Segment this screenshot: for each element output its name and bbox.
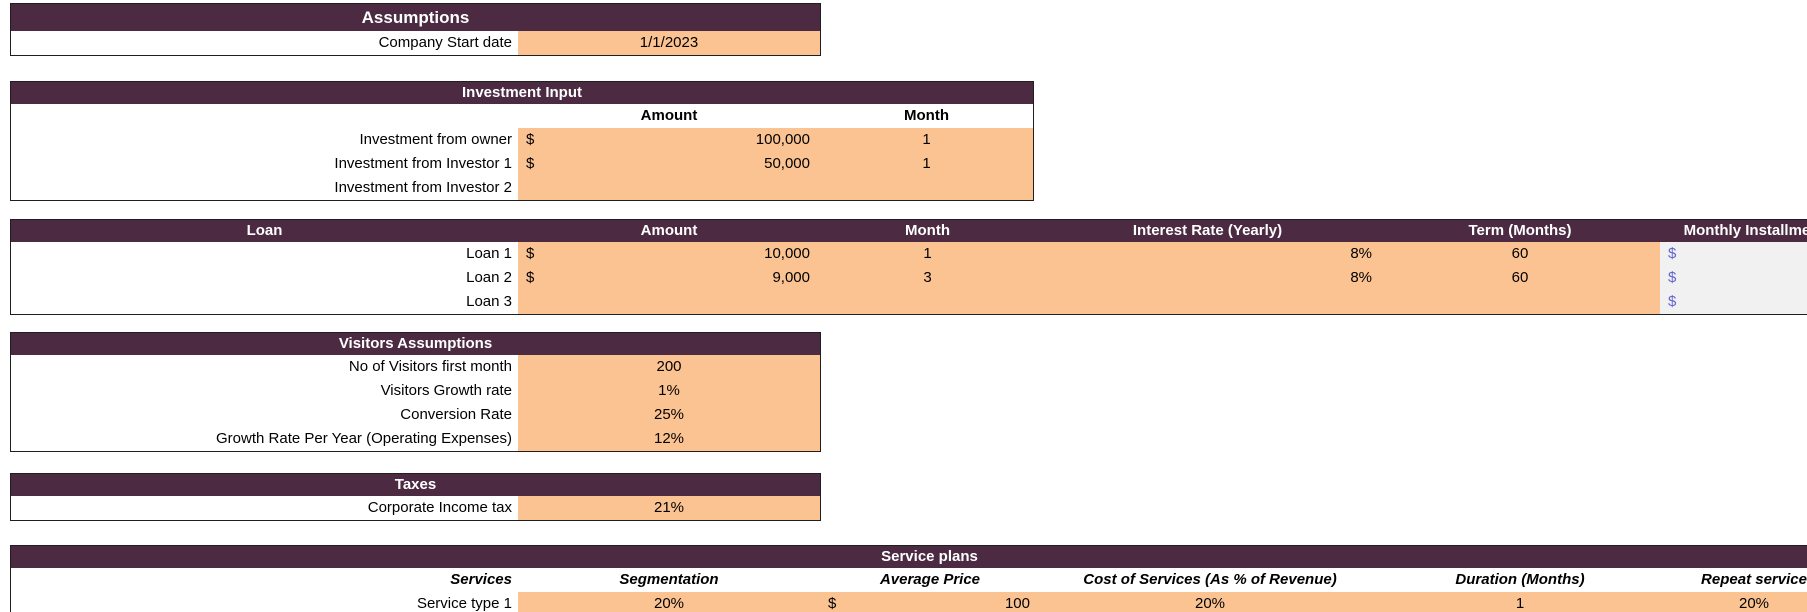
investment-input-table: Investment Input Amount Month Investment…: [10, 81, 1034, 201]
service-plans-title: Service plans: [881, 548, 978, 565]
loan3-label: Loan 3: [466, 293, 512, 310]
visitors-title-bar: Visitors Assumptions: [11, 333, 820, 355]
conversion-rate-label: Conversion Rate: [400, 406, 512, 423]
investment-owner-label: Investment from owner: [359, 131, 512, 148]
loan3-amount-cell[interactable]: [518, 290, 820, 314]
conversion-rate-cell[interactable]: 25%: [518, 403, 820, 427]
corporate-tax-cell[interactable]: 21%: [518, 496, 820, 520]
visitors-first-month-cell[interactable]: 200: [518, 355, 820, 379]
loan3-month-cell[interactable]: [820, 290, 1035, 314]
table-row: Investment from Investor 1 $50,000 1: [11, 152, 1033, 176]
loan3-interest-cell[interactable]: [1035, 290, 1380, 314]
table-row: Loan 1 $10,000 1 8% 60 $: [11, 242, 1807, 266]
loan2-amount-cell[interactable]: $9,000: [518, 266, 820, 290]
loan1-term-cell[interactable]: 60: [1380, 242, 1660, 266]
visitors-assumptions-table: Visitors Assumptions No of Visitors firs…: [10, 332, 821, 452]
loan1-installment-cell[interactable]: $: [1660, 242, 1807, 266]
loan1-interest-cell[interactable]: 8%: [1035, 242, 1380, 266]
services-header: Services: [450, 571, 512, 588]
taxes-table: Taxes Corporate Income tax 21%: [10, 473, 821, 521]
company-start-date-cell[interactable]: 1/1/2023: [518, 31, 820, 55]
investment-investor1-month-cell[interactable]: 1: [820, 152, 1033, 176]
loan2-month-cell[interactable]: 3: [820, 266, 1035, 290]
investment-owner-amount-cell[interactable]: $100,000: [518, 128, 820, 152]
table-row: Loan 2 $9,000 3 8% 60 $: [11, 266, 1807, 290]
loan2-label: Loan 2: [466, 269, 512, 286]
duration-header: Duration (Months): [1455, 571, 1585, 588]
loan-table: Loan Amount Month Interest Rate (Yearly)…: [10, 219, 1807, 315]
service-type1-duration-cell[interactable]: 1: [1380, 592, 1660, 612]
loan3-term-cell[interactable]: [1380, 290, 1660, 314]
assumptions-title-bar: Assumptions: [11, 4, 820, 31]
loan3-installment-cell[interactable]: $: [1660, 290, 1807, 314]
loan1-amount-cell[interactable]: $10,000: [518, 242, 820, 266]
investment-investor2-month-cell[interactable]: [820, 176, 1033, 200]
currency-symbol: $: [526, 131, 535, 148]
visitors-first-month-label: No of Visitors first month: [348, 358, 512, 375]
table-row: Loan 3 $: [11, 290, 1807, 314]
company-start-date-label: Company Start date: [378, 34, 512, 51]
corporate-tax-label: Corporate Income tax: [367, 499, 512, 516]
loan-col-header: Loan: [246, 222, 283, 239]
growth-rate-opex-label: Growth Rate Per Year (Operating Expenses…: [216, 430, 512, 447]
loan-amount-header: Amount: [640, 222, 698, 239]
currency-symbol: $: [526, 155, 535, 172]
table-row: Company Start date 1/1/2023: [11, 31, 820, 55]
investment-month-header: Month: [904, 107, 949, 124]
investment-amount-header: Amount: [640, 107, 698, 124]
assumptions-table: Assumptions Company Start date 1/1/2023: [10, 3, 821, 56]
visitors-growth-cell[interactable]: 1%: [518, 379, 820, 403]
taxes-title: Taxes: [394, 476, 437, 493]
growth-rate-opex-cell[interactable]: 12%: [518, 427, 820, 451]
investment-header-row: Amount Month: [11, 104, 1033, 128]
visitors-growth-label: Visitors Growth rate: [380, 382, 512, 399]
loan-header-bar: Loan Amount Month Interest Rate (Yearly)…: [11, 220, 1807, 242]
service-type1-repeat-cell[interactable]: 20%: [1660, 592, 1807, 612]
loan2-term-cell[interactable]: 60: [1380, 266, 1660, 290]
investment-investor2-amount-cell[interactable]: [518, 176, 820, 200]
segmentation-header: Segmentation: [619, 571, 719, 588]
investment-investor1-amount-cell[interactable]: $50,000: [518, 152, 820, 176]
table-row: Growth Rate Per Year (Operating Expenses…: [11, 427, 820, 451]
amount-value: 100,000: [755, 131, 810, 148]
cost-of-services-header: Cost of Services (As % of Revenue): [1083, 571, 1337, 588]
taxes-title-bar: Taxes: [11, 474, 820, 496]
table-row: Investment from owner $100,000 1: [11, 128, 1033, 152]
average-price-header: Average Price: [879, 571, 981, 588]
investment-investor1-label: Investment from Investor 1: [334, 155, 512, 172]
investment-investor2-label: Investment from Investor 2: [334, 179, 512, 196]
loan2-installment-cell[interactable]: $: [1660, 266, 1807, 290]
table-row: Service type 1 20% $100 20% 1 20%: [11, 592, 1807, 612]
loan-installment-header: Monthly Installment: [1683, 222, 1807, 239]
investment-input-title-bar: Investment Input: [11, 82, 1033, 104]
service-type1-label: Service type 1: [416, 595, 512, 612]
investment-owner-month-cell[interactable]: 1: [820, 128, 1033, 152]
investment-input-title: Investment Input: [461, 84, 582, 101]
service-plans-table: Service plans Services Segmentation Aver…: [10, 545, 1807, 612]
service-plans-title-bar: Service plans: [11, 546, 1807, 568]
loan1-label: Loan 1: [466, 245, 512, 262]
loan2-interest-cell[interactable]: 8%: [1035, 266, 1380, 290]
visitors-title: Visitors Assumptions: [338, 335, 493, 352]
table-row: Investment from Investor 2: [11, 176, 1033, 200]
service-type1-segmentation-cell[interactable]: 20%: [518, 592, 820, 612]
loan-month-header: Month: [905, 222, 950, 239]
loan-term-header: Term (Months): [1468, 222, 1572, 239]
service-type1-price-cell[interactable]: $100: [820, 592, 1040, 612]
table-row: Visitors Growth rate 1%: [11, 379, 820, 403]
table-row: Corporate Income tax 21%: [11, 496, 820, 520]
table-row: Conversion Rate 25%: [11, 403, 820, 427]
loan-interest-header: Interest Rate (Yearly): [1132, 222, 1283, 239]
table-row: No of Visitors first month 200: [11, 355, 820, 379]
service-type1-cost-cell[interactable]: 20%: [1040, 592, 1380, 612]
assumptions-title: Assumptions: [361, 8, 470, 27]
amount-value: 50,000: [764, 155, 810, 172]
repeat-service-header: Repeat service: [1701, 571, 1807, 588]
loan1-month-cell[interactable]: 1: [820, 242, 1035, 266]
service-plans-header-row: Services Segmentation Average Price Cost…: [11, 568, 1807, 592]
